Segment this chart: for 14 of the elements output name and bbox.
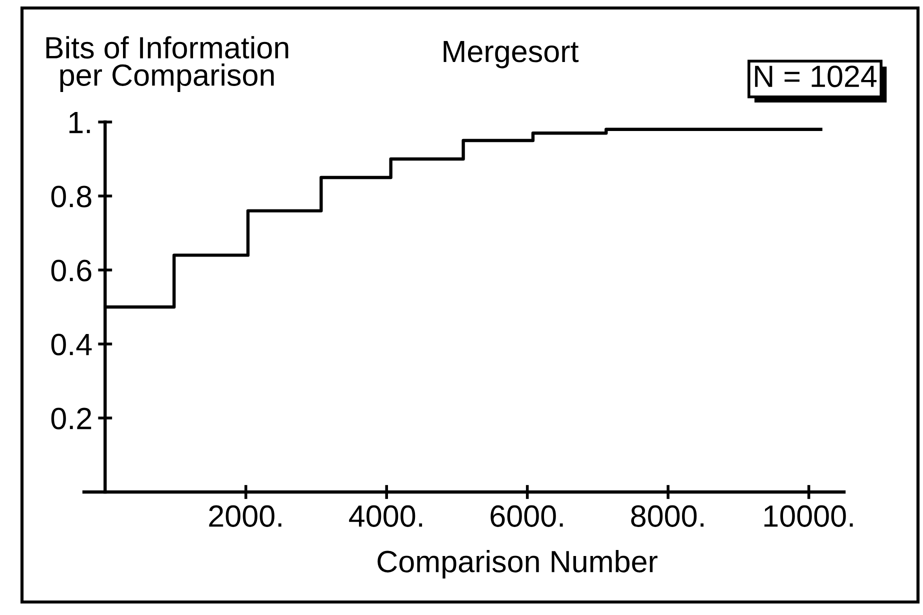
x-tick-label: 10000. (764, 505, 853, 527)
y-axis-title: Bits of Information per Comparison (46, 36, 288, 92)
y-tick-label: 0.4 (51, 334, 92, 356)
y-tick-label: 0.2 (51, 408, 92, 430)
x-tick-label: 6000. (490, 505, 563, 527)
chart-title: Mergesort (444, 40, 579, 68)
text: N = 1024 (755, 66, 877, 88)
x-tick-label: 2000. (209, 505, 282, 527)
y-tick-label: 0.8 (51, 186, 92, 208)
y-tick-label: 1. (69, 112, 90, 134)
x-axis-title: Comparison Number (378, 550, 658, 578)
x-tick-label: 4000. (349, 505, 422, 527)
y-tick-label: 0.6 (51, 260, 92, 282)
x-tick-label: 8000. (631, 505, 704, 527)
